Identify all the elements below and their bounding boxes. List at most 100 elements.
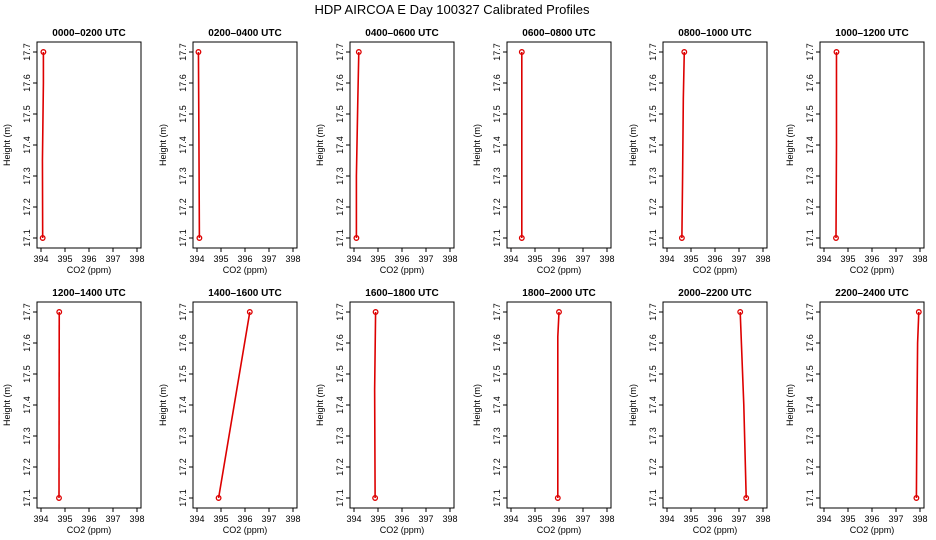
y-tick-label: 17.7 bbox=[648, 303, 658, 321]
profile-marker bbox=[743, 495, 750, 501]
y-tick-label: 17.2 bbox=[178, 198, 188, 216]
plot-frame bbox=[819, 301, 925, 509]
profile-panel-1: 0000–0200 UTC 394 395 396 397 398 CO2 (ppm) 17.… bbox=[2, 28, 145, 275]
profile-marker bbox=[678, 235, 685, 241]
profile-marker bbox=[56, 309, 63, 315]
y-tick-label: 17.2 bbox=[335, 458, 345, 476]
x-tick-label: 397 bbox=[105, 254, 120, 264]
x-tick-label: 398 bbox=[599, 514, 614, 524]
x-tick-label: 397 bbox=[888, 514, 903, 524]
x-tick-label: 396 bbox=[864, 254, 879, 264]
profile-marker bbox=[915, 309, 922, 315]
x-tick-label: 394 bbox=[816, 254, 831, 264]
x-tick-label: 397 bbox=[105, 514, 120, 524]
y-tick-label: 17.6 bbox=[178, 74, 188, 92]
y-tick-label: 17.1 bbox=[178, 489, 188, 507]
x-tick-label: 396 bbox=[237, 514, 252, 524]
profile-panel-10: 1800–2000 UTC 394 395 396 397 398 CO2 (ppm) 17.… bbox=[472, 288, 615, 535]
y-tick-label: 17.7 bbox=[805, 43, 815, 61]
x-tick-label: 396 bbox=[551, 254, 566, 264]
y-tick-label: 17.3 bbox=[335, 167, 345, 185]
y-tick-label: 17.7 bbox=[22, 43, 32, 61]
figure-title: HDP AIRCOA E Day 100327 Calibrated Profi… bbox=[314, 2, 590, 17]
profile-line bbox=[681, 51, 686, 239]
profile-line bbox=[355, 51, 360, 238]
y-tick-label: 17.4 bbox=[22, 396, 32, 414]
x-axis-label: CO2 (ppm) bbox=[223, 265, 268, 275]
profile-marker bbox=[554, 495, 561, 501]
x-tick-label: 394 bbox=[189, 514, 204, 524]
x-tick-label: 397 bbox=[418, 514, 433, 524]
y-tick-label: 17.4 bbox=[648, 396, 658, 414]
x-axis-label: CO2 (ppm) bbox=[537, 525, 582, 535]
x-tick-label: 397 bbox=[261, 254, 276, 264]
y-tick-label: 17.1 bbox=[22, 489, 32, 507]
y-tick-label: 17.5 bbox=[22, 365, 32, 383]
x-axis-label: CO2 (ppm) bbox=[693, 265, 738, 275]
x-tick-label: 396 bbox=[81, 514, 96, 524]
panel-title: 1200–1400 UTC bbox=[52, 288, 125, 299]
panel-title: 1400–1600 UTC bbox=[208, 288, 281, 299]
profile-marker bbox=[372, 309, 379, 315]
y-tick-label: 17.3 bbox=[648, 167, 658, 185]
y-tick-label: 17.7 bbox=[492, 43, 502, 61]
x-tick-label: 396 bbox=[707, 514, 722, 524]
profile-line bbox=[556, 311, 560, 498]
y-tick-label: 17.6 bbox=[22, 334, 32, 352]
x-tick-label: 397 bbox=[575, 254, 590, 264]
y-tick-label: 17.2 bbox=[22, 198, 32, 216]
y-tick-label: 17.4 bbox=[335, 136, 345, 154]
y-tick-label: 17.5 bbox=[335, 105, 345, 123]
y-tick-label: 17.7 bbox=[22, 303, 32, 321]
profile-marker bbox=[56, 495, 62, 501]
y-tick-label: 17.2 bbox=[648, 458, 658, 476]
panel-title: 2200–2400 UTC bbox=[835, 288, 908, 299]
y-tick-label: 17.7 bbox=[335, 303, 345, 321]
y-tick-label: 17.1 bbox=[805, 229, 815, 247]
profile-panel-6: 1000–1200 UTC 394 395 396 397 398 CO2 (ppm) 17.… bbox=[785, 28, 928, 275]
y-tick-label: 17.4 bbox=[178, 136, 188, 154]
x-tick-label: 398 bbox=[442, 254, 457, 264]
x-tick-label: 395 bbox=[840, 514, 855, 524]
x-tick-label: 395 bbox=[57, 514, 72, 524]
y-tick-label: 17.7 bbox=[178, 303, 188, 321]
x-axis-label: CO2 (ppm) bbox=[537, 265, 582, 275]
y-axis-label: Height (m) bbox=[315, 124, 325, 166]
y-tick-label: 17.4 bbox=[805, 136, 815, 154]
profile-panel-7: 1200–1400 UTC 394 395 396 397 398 CO2 (ppm) 17.… bbox=[2, 288, 145, 535]
y-tick-label: 17.2 bbox=[648, 198, 658, 216]
x-tick-label: 396 bbox=[551, 514, 566, 524]
profile-marker bbox=[355, 49, 362, 55]
x-tick-label: 396 bbox=[81, 254, 96, 264]
profile-marker bbox=[246, 309, 253, 315]
y-tick-label: 17.1 bbox=[648, 489, 658, 507]
profile-marker bbox=[215, 495, 222, 501]
panel-title: 0200–0400 UTC bbox=[208, 28, 281, 39]
x-tick-label: 394 bbox=[189, 254, 204, 264]
x-tick-label: 395 bbox=[370, 254, 385, 264]
profile-line bbox=[217, 311, 251, 499]
y-tick-label: 17.4 bbox=[335, 396, 345, 414]
y-axis-label: Height (m) bbox=[2, 384, 12, 426]
y-tick-label: 17.4 bbox=[22, 136, 32, 154]
x-tick-label: 397 bbox=[261, 514, 276, 524]
profile-line bbox=[41, 52, 45, 239]
plot-frame bbox=[662, 301, 768, 509]
x-tick-label: 398 bbox=[285, 514, 300, 524]
x-tick-label: 398 bbox=[755, 254, 770, 264]
profile-line bbox=[915, 311, 920, 499]
y-tick-label: 17.5 bbox=[178, 365, 188, 383]
plot-frame bbox=[506, 301, 612, 509]
y-tick-label: 17.5 bbox=[648, 105, 658, 123]
y-tick-label: 17.6 bbox=[335, 74, 345, 92]
y-axis-label: Height (m) bbox=[158, 124, 168, 166]
x-tick-label: 395 bbox=[840, 254, 855, 264]
x-axis-label: CO2 (ppm) bbox=[67, 525, 112, 535]
profile-panel-12: 2200–2400 UTC 394 395 396 397 398 CO2 (ppm) 17.… bbox=[785, 288, 928, 535]
y-tick-label: 17.4 bbox=[805, 396, 815, 414]
y-tick-label: 17.6 bbox=[492, 74, 502, 92]
y-tick-label: 17.5 bbox=[648, 365, 658, 383]
profile-line bbox=[739, 311, 747, 499]
y-tick-label: 17.2 bbox=[335, 198, 345, 216]
panel-title: 0600–0800 UTC bbox=[522, 28, 595, 39]
